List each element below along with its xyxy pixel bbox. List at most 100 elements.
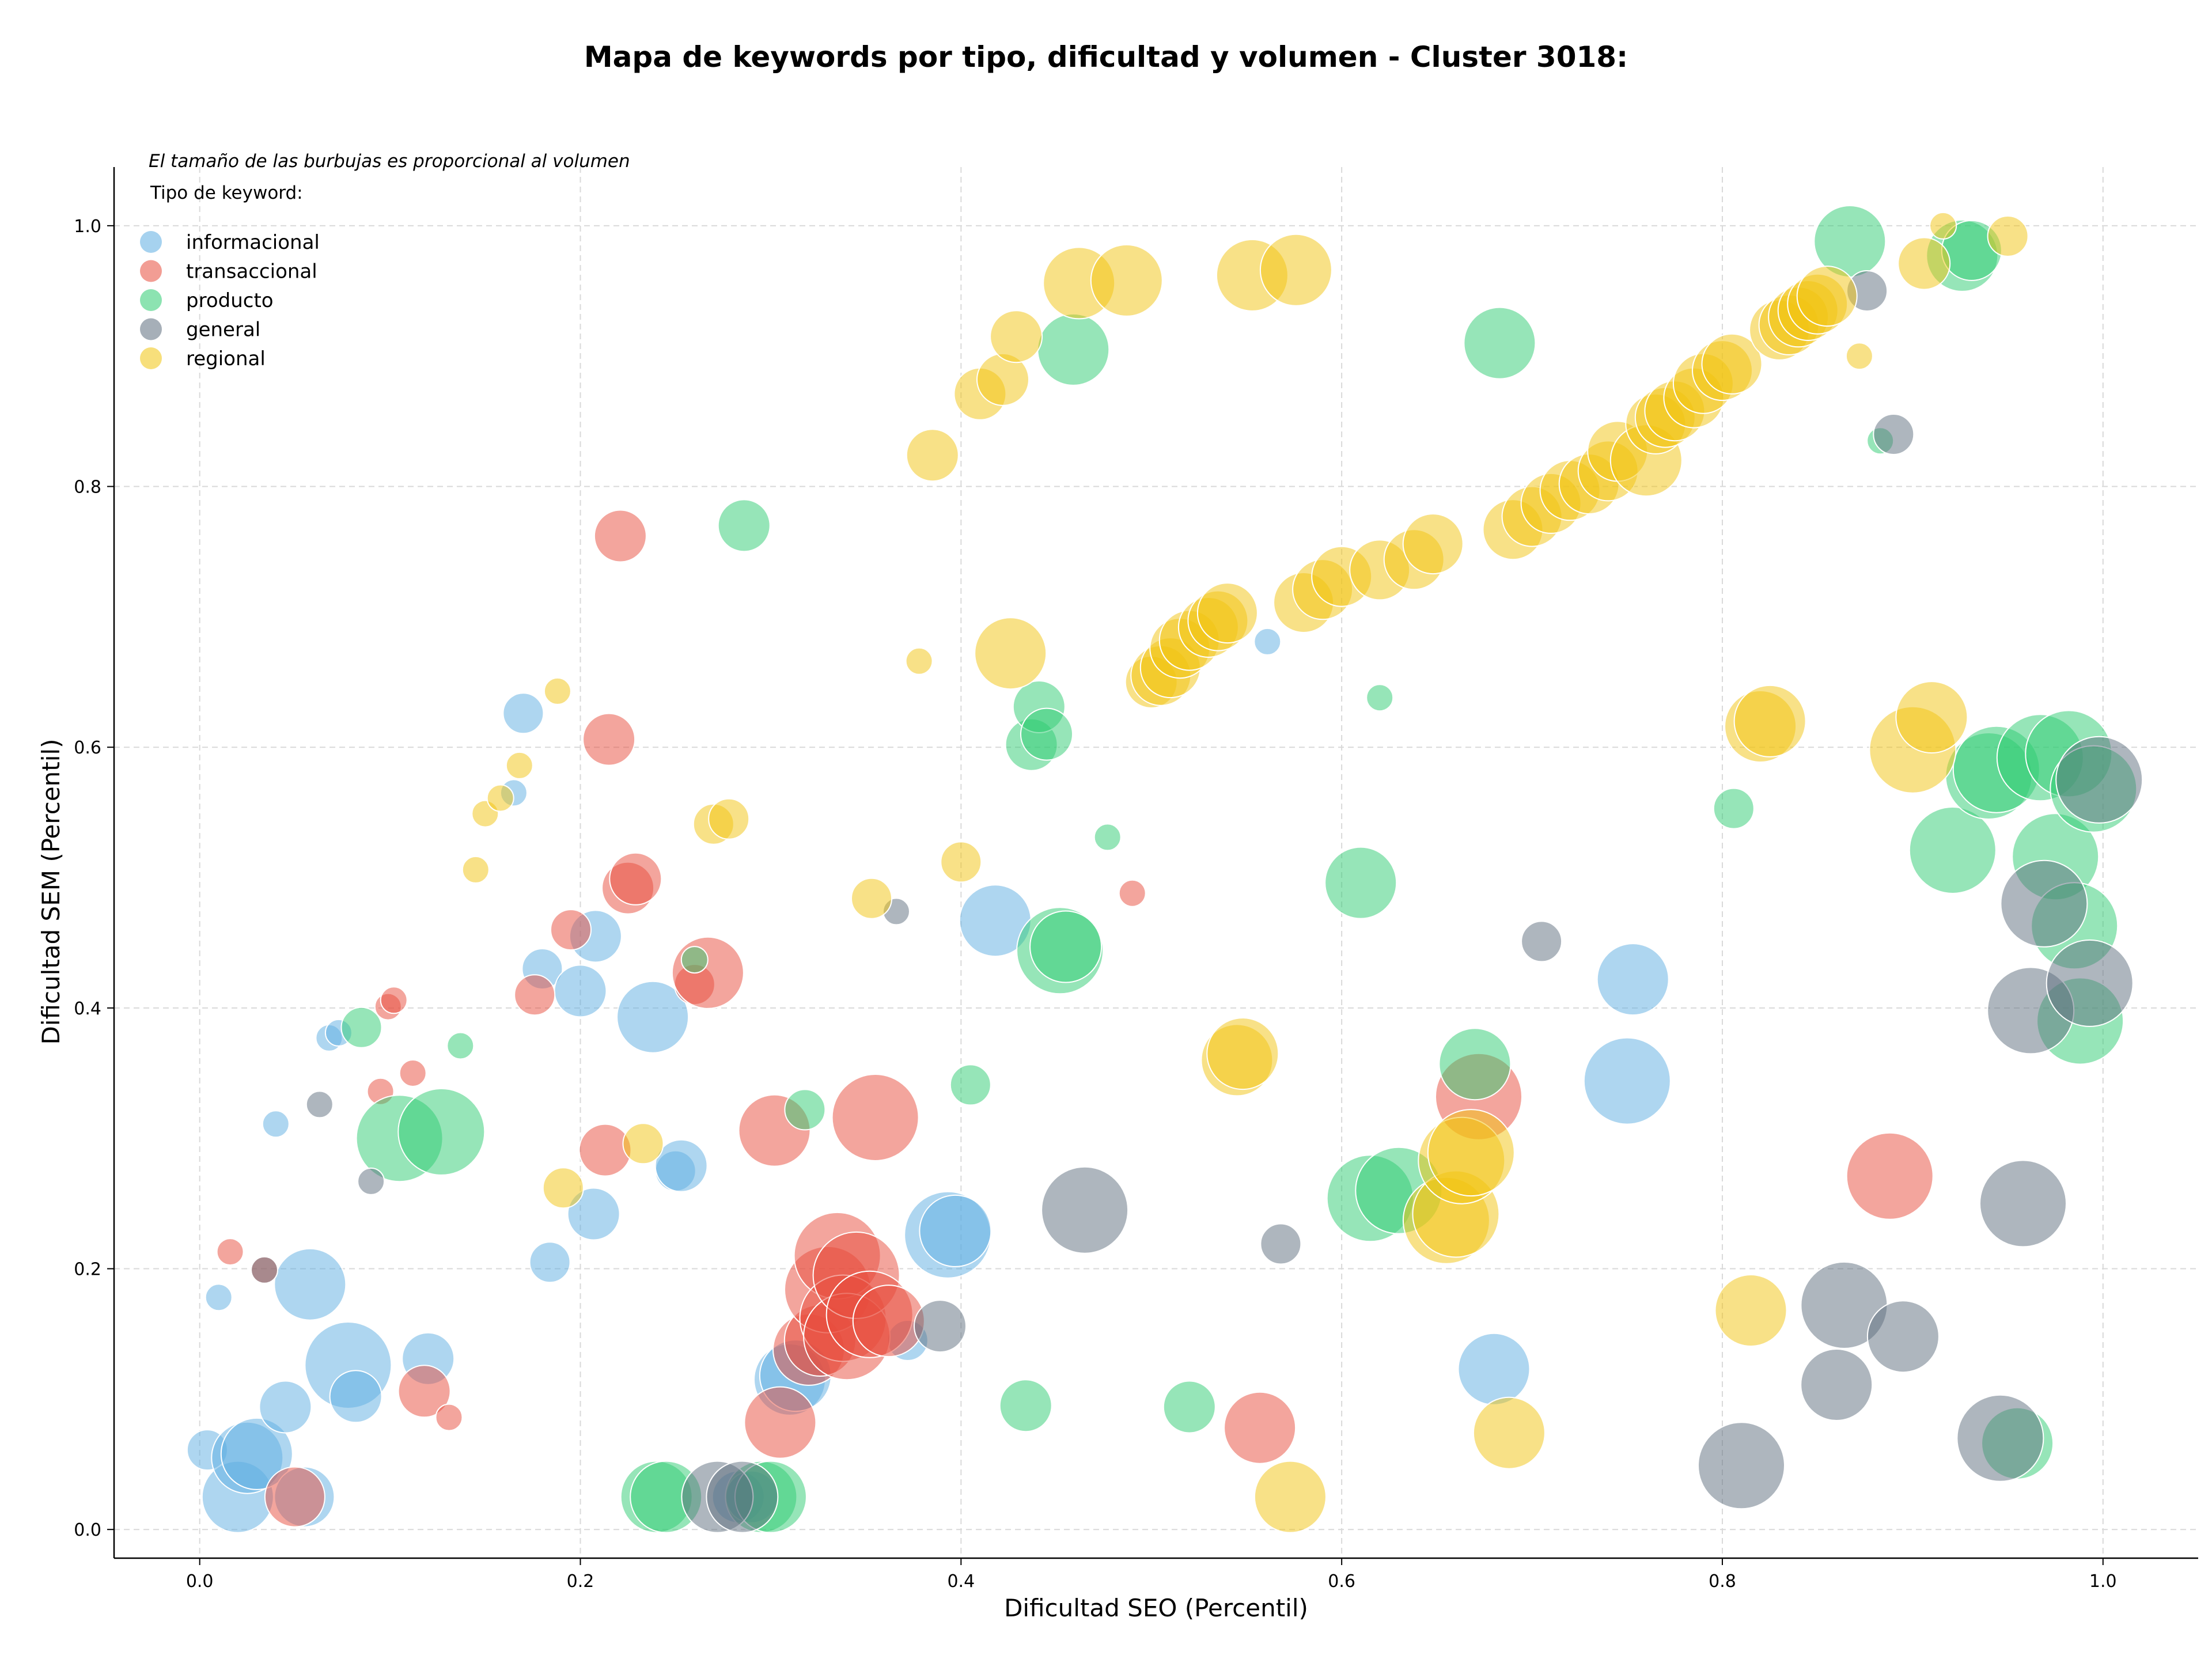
bubble-informacional [1596,943,1669,1016]
y-tick-label: 0.8 [74,478,101,498]
bubble-transaccional [1846,1132,1934,1220]
bubble-producto [949,1064,991,1106]
bubble-size-note: El tamaño de las burbujas es proporciona… [149,151,630,172]
bubble-regional [990,310,1043,363]
bubble-regional [542,1167,584,1209]
bubble-transaccional [609,852,662,906]
bubble-transaccional [831,1074,919,1161]
bubble-informacional [616,980,690,1054]
legend-label-general: general [186,319,260,342]
legend-marker-informacional [140,231,162,253]
bubble-transaccional [216,1238,244,1266]
series-general [251,270,2143,1533]
bubble-regional [1796,266,1858,327]
bubble-transaccional [1224,1391,1297,1464]
bubble-producto [1020,707,1073,761]
bubble-informacional [259,1380,312,1434]
bubble-general [251,1256,278,1284]
series-informacional [186,627,1671,1533]
y-tick-label: 0.6 [74,738,101,758]
bubble-regional [1402,513,1464,575]
bubble-regional [622,1123,664,1165]
bubble-regional [1259,233,1332,306]
bubble-general [305,1090,334,1119]
bubble-informacional [919,1194,992,1267]
bubble-producto [1324,846,1397,919]
bubble-informacional [567,1187,620,1241]
bubble-regional [1895,681,1968,754]
bubble-regional [1196,582,1258,644]
bubble-regional [1987,215,2029,257]
bubble-transaccional [744,1386,817,1459]
legend-label-regional: regional [186,347,266,370]
bubble-regional [1090,244,1163,317]
x-tick-label: 1.0 [2089,1571,2117,1592]
bubble-regional [1714,1274,1787,1347]
bubble-regional [486,784,514,812]
bubble-informacional [554,964,607,1018]
bubble-producto [446,1032,475,1060]
bubble-general [1260,1223,1302,1265]
bubble-general [1956,1394,2044,1482]
bubble-general [1979,1160,2067,1248]
bubble-transaccional [435,1403,463,1431]
bubble-general [2000,859,2088,948]
legend-title: Tipo de keyword: [150,183,303,203]
y-tick-label: 0.4 [74,999,101,1019]
series-regional [461,211,2029,1533]
bubble-informacional [529,1241,571,1283]
bubble-general [1041,1166,1129,1254]
y-tick-label: 0.2 [74,1260,101,1280]
legend-marker-regional [140,347,162,369]
bubble-regional [905,647,933,675]
bubble-producto [340,1006,382,1048]
legend-label-informacional: informacional [186,231,320,254]
bubble-informacional [220,1417,293,1490]
bubble-general [1873,414,1915,455]
x-tick-label: 0.6 [1328,1571,1355,1592]
bubble-producto [1438,1028,1512,1101]
x-tick-label: 0.4 [947,1571,975,1592]
bubble-producto [680,946,709,974]
legend-items: informacional transaccional producto genera… [140,231,320,370]
bubble-transaccional [578,1123,632,1177]
axes: 0.0 0.2 0.4 0.6 0.8 1.0 0.0 0.2 0.4 0.6 0.8 1.0 [74,167,2198,1592]
legend-label-producto: producto [186,289,274,312]
bubble-regional [1253,1460,1327,1533]
y-tick-label: 1.0 [74,217,101,237]
bubble-general [914,1300,967,1353]
bubble-producto [1029,910,1103,983]
bubble-transaccional [593,509,647,563]
bubble-producto [999,1379,1052,1433]
bubble-transaccional [582,713,636,766]
bubble-transaccional [1118,879,1146,907]
bubble-producto [717,499,771,552]
bubble-informacional [1457,1332,1531,1406]
bubble-regional [906,429,959,482]
bubble-producto [1366,684,1394,712]
bubble-regional [1472,1396,1546,1469]
bubble-transaccional [380,986,408,1014]
bubble-general [1521,920,1563,963]
bubble-producto [1037,313,1110,386]
bubble-producto [1463,306,1536,380]
bubble-regional [543,677,571,705]
chart-title: Mapa de keywords por tipo, dificultad y … [584,40,1628,74]
bubble-producto [397,1088,486,1176]
bubble-informacional [262,1110,290,1138]
bubble-regional [940,841,982,883]
bubble-transaccional [399,1059,427,1087]
bubble-regional [1929,211,1957,240]
x-tick-label: 0.2 [567,1571,594,1592]
bubble-informacional [654,1139,708,1192]
bubble-transaccional [550,909,592,951]
bubble-regional [1733,684,1806,757]
bubble-regional [1897,237,1951,290]
y-tick-label: 0.0 [74,1520,101,1540]
legend-marker-transaccional [140,260,162,282]
bubble-regional [461,855,490,884]
bubble-regional [851,877,892,919]
legend-label-transaccional: transaccional [186,260,317,283]
